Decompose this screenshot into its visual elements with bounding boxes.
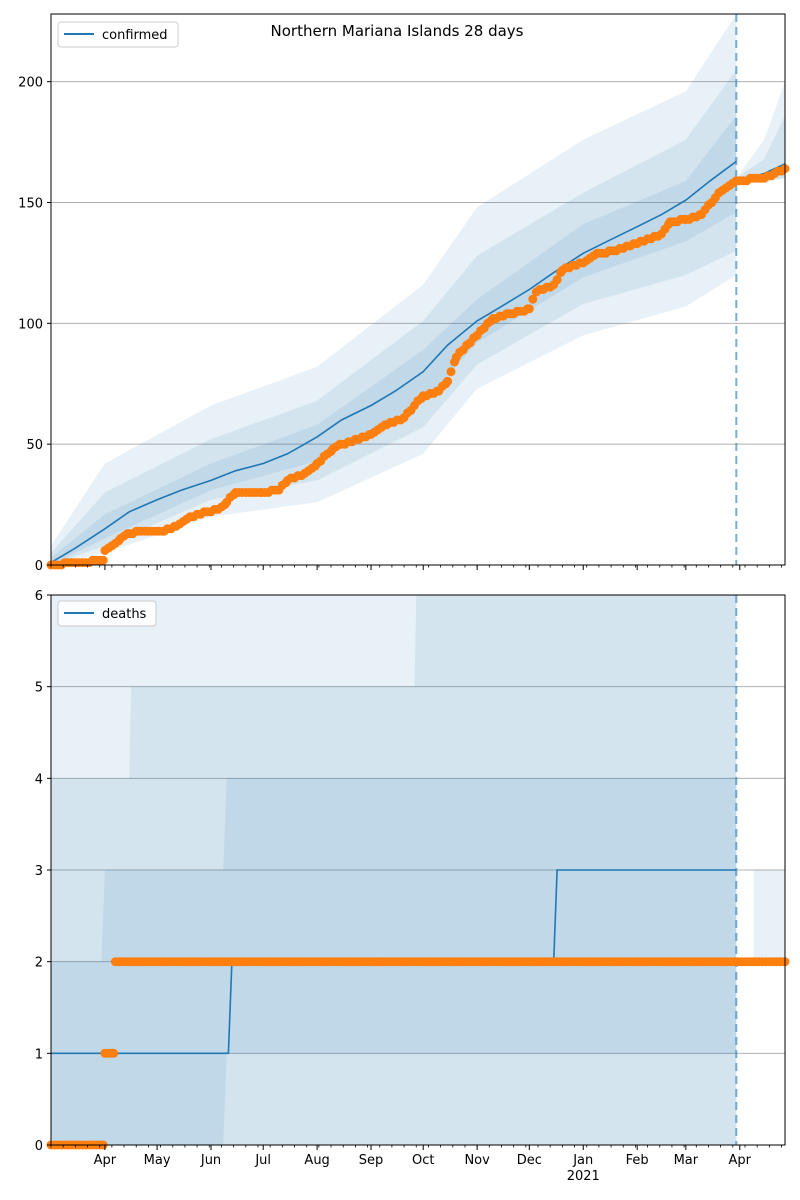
y-tick-label: 200: [18, 76, 43, 91]
band-middle: [51, 595, 737, 1145]
band-outer: [51, 595, 737, 1145]
observed-point: [524, 304, 534, 314]
band-inner: [51, 115, 737, 565]
x-tick-label: Jul: [254, 1153, 271, 1168]
x-tick-label: Mar: [674, 1153, 699, 1168]
x-tick-label: Dec: [517, 1153, 542, 1168]
deaths-x-ticks: Apr May Jun Jul Aug Sep Oct Nov Dec Jan Feb Mar Apr 2…: [50, 1145, 782, 1184]
band-outer: [753, 870, 785, 962]
y-tick-label: 150: [18, 197, 43, 212]
band-middle: [736, 115, 785, 184]
confirmed-y-ticks: 0 50 100 150 200: [18, 76, 51, 574]
band-outer: [736, 81, 785, 184]
chart-title: Northern Mariana Islands 28 days: [271, 22, 524, 40]
y-tick-label: 4: [35, 772, 43, 787]
x-tick-label: Apr: [729, 1153, 752, 1168]
x-tick-label: Aug: [304, 1153, 329, 1168]
y-tick-label: 0: [35, 1139, 43, 1154]
confirmed-x-ticks: [50, 565, 782, 570]
y-tick-label: 0: [35, 559, 43, 574]
x-tick-label: Feb: [626, 1153, 649, 1168]
y-tick-label: 3: [35, 864, 43, 879]
deaths-observed-points: [46, 957, 790, 1150]
x-tick-label: Jan: [572, 1153, 593, 1168]
x-tick-label: Sep: [359, 1153, 384, 1168]
band-outer: [51, 14, 737, 565]
deaths-legend: deaths: [57, 600, 157, 627]
observed-point: [443, 376, 453, 386]
deaths-y-ticks: 0 1 2 3 4 5 6: [35, 589, 51, 1154]
observed-point: [109, 1048, 119, 1058]
band-middle: [51, 69, 737, 565]
confirmed-legend-label: confirmed: [102, 28, 168, 43]
x-tick-label: Jun: [200, 1153, 221, 1168]
x-tick-label: Apr: [94, 1153, 117, 1168]
deaths-legend-label: deaths: [102, 607, 147, 622]
x-tick-label: May: [144, 1153, 171, 1168]
y-tick-label: 6: [35, 589, 43, 604]
deaths-panel: 0 1 2 3 4 5 6 Apr May Jun Jul Aug Sep Oct Nov Dec Jan Fe…: [35, 589, 790, 1184]
x-tick-label: Oct: [412, 1153, 434, 1168]
observed-point: [528, 294, 538, 304]
confirmed-axes-frame: [50, 13, 786, 566]
confirmed-legend: confirmed: [57, 21, 179, 48]
confirmed-uncertainty-bands: [51, 14, 785, 565]
x-tick-label: Nov: [464, 1153, 490, 1168]
y-tick-label: 2: [35, 956, 43, 971]
y-tick-label: 100: [18, 317, 43, 332]
observed-point: [552, 275, 562, 285]
observed-point: [98, 555, 108, 565]
confirmed-panel: 0 50 100 150 200 confirmed Northern Mariana …: [18, 13, 790, 574]
y-tick-label: 5: [35, 681, 43, 696]
model-line-segment: [50, 160, 737, 564]
y-tick-label: 1: [35, 1047, 43, 1062]
y-tick-label: 50: [26, 438, 43, 453]
x-year-label: 2021: [567, 1169, 600, 1184]
observed-point: [446, 367, 456, 377]
